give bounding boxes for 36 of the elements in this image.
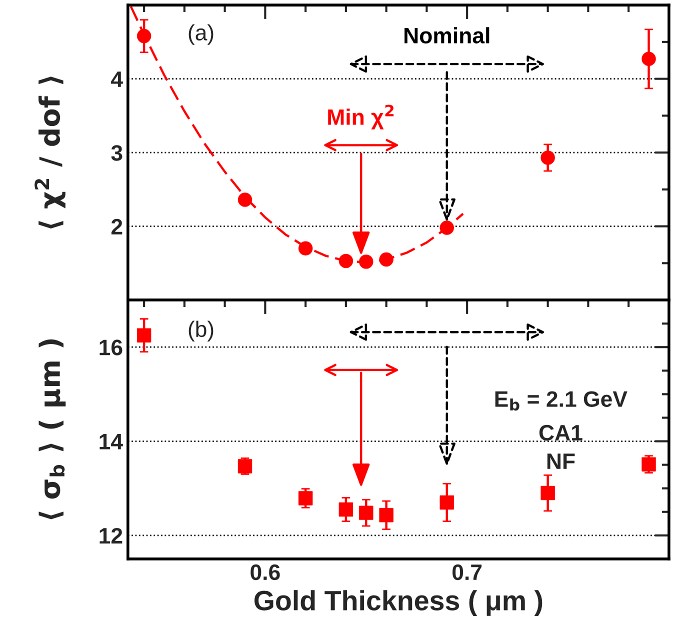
- annotation: NF: [547, 454, 575, 469]
- point: [540, 150, 555, 165]
- point: [298, 491, 313, 506]
- y-tick-label: 16: [100, 340, 122, 356]
- point: [238, 459, 252, 474]
- y-tick-label: 14: [100, 434, 123, 450]
- point: [136, 28, 152, 44]
- x-axis-title: Gold Thickness ( μm ): [254, 590, 542, 616]
- point: [359, 254, 374, 269]
- point: [359, 506, 374, 520]
- y-tick-label: 4: [111, 72, 123, 87]
- y-tick-label: 12: [100, 528, 122, 544]
- point: [540, 486, 555, 500]
- annotation: Nominal: [404, 27, 490, 44]
- annotation: (b): [188, 320, 214, 342]
- point: [338, 502, 354, 517]
- annotation: E$_{b}$ = 2.1 GeV: [495, 391, 628, 411]
- annotation: Min χ$^{2}$: [328, 104, 394, 130]
- point: [642, 52, 656, 66]
- y-tick-label: 2: [111, 218, 122, 234]
- annotation: (a): [188, 24, 214, 45]
- point: [136, 328, 152, 342]
- point: [338, 254, 354, 268]
- y-tick-label: 3: [111, 145, 122, 161]
- point: [642, 457, 656, 472]
- y-axis-title: ⟨ σ$_{b}$ ⟩ ( μm ): [38, 339, 66, 520]
- point: [440, 220, 454, 235]
- x-tick-label: 0.6: [250, 564, 280, 580]
- y-axis-title: ⟨ χ$^{2}$ / dof ⟩: [34, 76, 66, 229]
- point: [379, 508, 394, 522]
- annotation: CA1: [539, 424, 582, 441]
- point: [440, 495, 454, 510]
- x-tick-label: 0.7: [452, 564, 482, 580]
- point: [238, 192, 252, 207]
- point: [298, 241, 313, 256]
- point: [379, 252, 394, 267]
